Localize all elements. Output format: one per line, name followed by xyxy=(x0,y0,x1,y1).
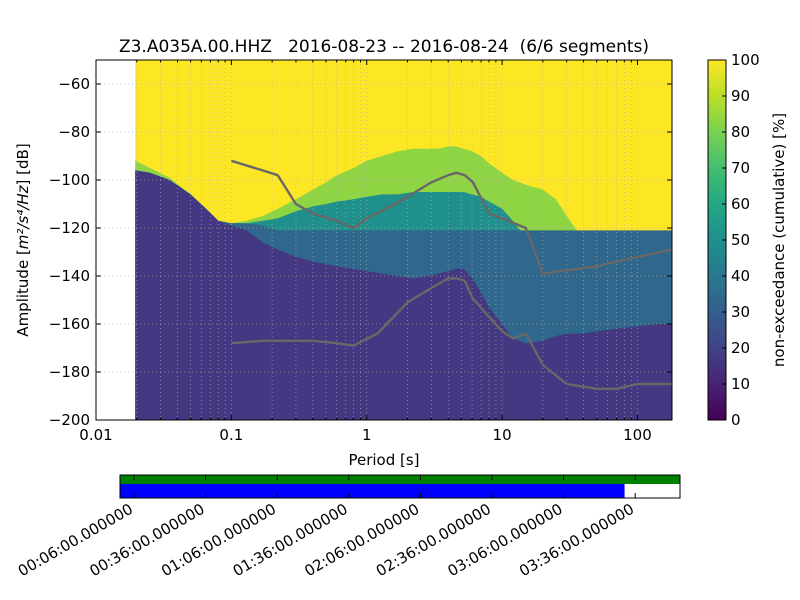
y-tick-label: −100 xyxy=(49,171,90,189)
colorbar-tick-label: 60 xyxy=(731,195,750,213)
y-tick-label: −160 xyxy=(49,315,90,333)
colorbar-tick-label: 100 xyxy=(731,51,760,69)
data-coverage-timeline: 00:06:00.00000000:36:00.00000001:06:00.0… xyxy=(15,474,681,580)
colorbar-tick-label: 50 xyxy=(731,231,750,249)
y-axis-label-prefix: Amplitude xyxy=(14,255,32,337)
colorbar: 0 10 20 30 40 50 60 70 80 90 100 non-exceedance (c… xyxy=(707,51,788,429)
y-tick-label: −180 xyxy=(49,363,90,381)
timeline-data-available-bar xyxy=(120,475,680,484)
colorbar-tick-label: 20 xyxy=(731,339,750,357)
noise-model-lines xyxy=(231,159,672,390)
low-noise-model-line xyxy=(231,277,672,390)
y-axis-label-unit: m²/s⁴/Hz xyxy=(14,184,32,249)
y-tick-label: −60 xyxy=(58,75,90,93)
x-axis-ticks: 0.01 0.1 1 10 100 xyxy=(79,60,652,444)
x-tick-label: 100 xyxy=(623,426,652,444)
colorbar-tick-label: 90 xyxy=(731,87,750,105)
x-tick-label: 10 xyxy=(493,426,512,444)
x-tick-label: 0.01 xyxy=(79,426,112,444)
colorbar-tick-label: 40 xyxy=(731,267,750,285)
x-axis-label: Period [s] xyxy=(348,451,419,469)
percentile-bands xyxy=(135,60,672,420)
timeline-frame xyxy=(119,474,681,499)
colorbar-tick-label: 70 xyxy=(731,159,750,177)
y-axis-label-bracket-open: [ xyxy=(14,249,32,255)
y-axis-label-bracket-close: ] xyxy=(14,180,32,186)
chart-title: Z3.A035A.00.HHZ 2016-08-23 -- 2016-08-24… xyxy=(119,37,649,57)
y-tick-label: −140 xyxy=(49,267,90,285)
plot-area: 0.01 0.1 1 10 100 −60 −80 −100 −120 −140 −160 −180… xyxy=(49,59,673,444)
y-axis-ticks: −60 −80 −100 −120 −140 −160 −180 −200 xyxy=(49,75,672,429)
y-axis-label: Amplitude [m²/s⁴/Hz] [dB] xyxy=(14,143,32,336)
x-tick-label: 0.1 xyxy=(219,426,243,444)
y-tick-label: −200 xyxy=(49,411,90,429)
y-axis-label-suffix: [dB] xyxy=(14,143,32,179)
timeline-data-used-bar xyxy=(120,484,625,498)
colorbar-tick-label: 10 xyxy=(731,375,750,393)
colorbar-gradient xyxy=(708,60,726,420)
colorbar-ticks: 0 10 20 30 40 50 60 70 80 90 100 xyxy=(722,51,760,429)
high-noise-model-line xyxy=(231,159,672,275)
colorbar-tick-label: 30 xyxy=(731,303,750,321)
plot-frame xyxy=(95,59,673,421)
colorbar-label: non-exceedance (cumulative) [%] xyxy=(770,113,788,367)
x-tick-label: 1 xyxy=(362,426,372,444)
timeline-tick-label: 00:06:00.000000 xyxy=(15,500,136,580)
colorbar-tick-label: 80 xyxy=(731,123,750,141)
y-tick-label: −80 xyxy=(58,123,90,141)
colorbar-tick-label: 0 xyxy=(731,411,741,429)
y-tick-label: −120 xyxy=(49,219,90,237)
